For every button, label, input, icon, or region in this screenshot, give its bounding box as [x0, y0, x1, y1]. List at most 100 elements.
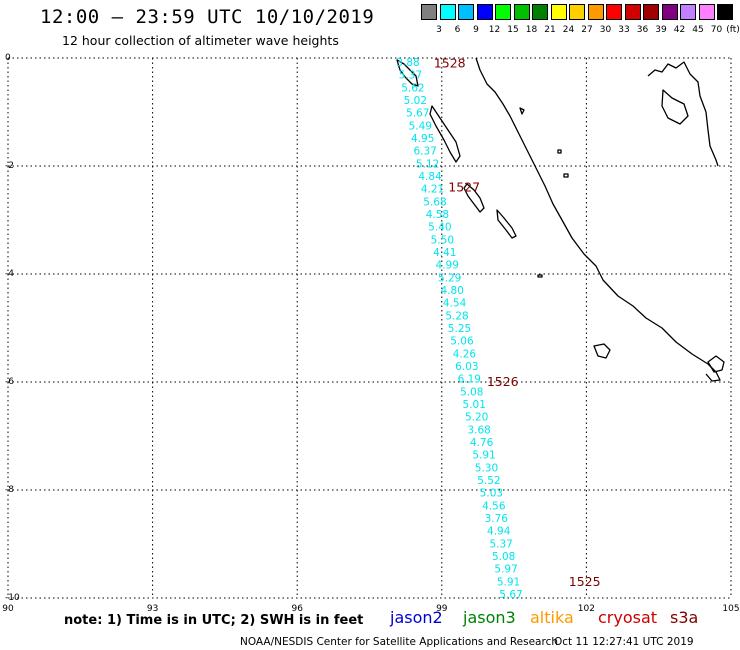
legend-swatch: [717, 4, 733, 20]
swh-value: 5.91: [497, 576, 520, 588]
legend-swatch: [698, 4, 715, 20]
swh-value: 5.37: [489, 538, 512, 550]
island-small-1: [557, 149, 562, 154]
legend-label: 33: [618, 25, 630, 35]
x-tick-label: 93: [147, 604, 158, 614]
swh-value: 3.68: [467, 424, 490, 436]
note-text: note: 1) Time is in UTC; 2) SWH is in fe…: [64, 613, 364, 628]
swh-value: 4.80: [440, 285, 463, 297]
swh-value: 4.76: [470, 437, 494, 449]
legend-swatch: [606, 4, 622, 20]
swh-value: 5.91: [472, 450, 495, 462]
swh-value: 5.49: [409, 120, 432, 132]
swh-value: 4.58: [426, 209, 449, 221]
swh-value: 4.21: [421, 184, 444, 196]
satellite-label-s3a: s3a: [670, 608, 699, 627]
legend-label: 18: [525, 25, 538, 35]
island-siberut: [463, 183, 485, 213]
legend-swatch: [550, 4, 567, 20]
satellite-label-altika: altika: [530, 608, 574, 627]
satellite-label-cryosat: cryosat: [598, 608, 658, 627]
x-tick-label: 99: [436, 604, 448, 614]
swh-value: 5.08: [492, 551, 515, 563]
legend-swatch: [661, 4, 678, 20]
legend-label: 6: [454, 25, 461, 35]
swh-value: 3.76: [485, 513, 509, 525]
swh-value: 5.30: [475, 462, 498, 474]
legend-label: 15: [507, 25, 519, 35]
swh-value: 5.97: [494, 564, 517, 576]
swh-value: 3.88: [396, 57, 419, 69]
pass-time-label: 1525: [569, 574, 601, 589]
swh-value: 5.40: [428, 222, 451, 234]
swh-value: 5.67: [406, 108, 429, 120]
pass-time-label: 1528: [434, 55, 466, 70]
swh-value: 4.41: [433, 247, 456, 259]
swh-value: 5.29: [438, 272, 461, 284]
swh-value: 4.26: [453, 348, 477, 360]
legend-swatch: [680, 4, 696, 20]
page-subtitle: 12 hour collection of altimeter wave hei…: [62, 33, 339, 48]
swh-value: 4.54: [443, 298, 467, 310]
swh-value: 5.52: [477, 475, 500, 487]
legend-label: 45: [692, 25, 704, 35]
swh-value: 5.02: [404, 95, 427, 107]
legend-swatch: [569, 4, 585, 20]
legend-label: 27: [581, 25, 593, 35]
legend-label: 12: [488, 25, 501, 35]
swh-value: 5.01: [463, 399, 486, 411]
swh-value: 5.03: [480, 488, 503, 500]
page-title: 12:00 – 23:59 UTC 10/10/2019: [40, 6, 375, 28]
pass-time-label: 1526: [487, 374, 519, 389]
swh-value: 5.67: [499, 589, 522, 601]
swh-value: 5.28: [445, 310, 468, 322]
swh-value: 5.25: [448, 323, 471, 335]
swh-value: 4.99: [436, 260, 459, 272]
legend-swatch: [513, 4, 530, 20]
legend-swatch: [476, 4, 493, 20]
legend-swatch: [643, 4, 659, 20]
legend-swatch: [458, 4, 474, 20]
island-pagai: [593, 343, 611, 359]
island-small-4: [519, 107, 525, 115]
legend-swatch: [439, 4, 456, 20]
y-tick-label: -8: [5, 485, 14, 495]
island-nias: [429, 105, 461, 163]
y-tick-label: -6: [5, 377, 14, 387]
swh-value: 6.37: [413, 146, 436, 158]
swh-value: 4.95: [411, 133, 434, 145]
legend-swatch: [495, 4, 511, 20]
legend-swatch: [587, 4, 604, 20]
swh-value: 5.37: [399, 70, 422, 82]
legend-swatch: [421, 4, 437, 20]
swh-value: 4.94: [487, 526, 511, 538]
credit-text: NOAA/NESDIS Center for Satellite Applica…: [240, 636, 558, 648]
swh-value: 5.08: [460, 386, 483, 398]
timestamp-text: Oct 11 12:27:41 UTC 2019: [554, 636, 694, 648]
swh-value: 5.62: [401, 82, 424, 94]
y-tick-label: 0: [5, 53, 11, 63]
x-tick-label: 96: [291, 604, 303, 614]
swh-value: 6.19: [458, 374, 481, 386]
legend-swatch: [532, 4, 548, 20]
island-sipura: [496, 209, 517, 239]
swh-value: 6.03: [455, 361, 478, 373]
y-tick-label: -10: [5, 593, 20, 603]
legend-label: 24: [562, 25, 575, 35]
satellite-label-jason3: jason3: [463, 608, 516, 627]
legend-label: 21: [544, 25, 556, 35]
legend-label: 70: [710, 25, 723, 35]
swh-value: 5.06: [450, 336, 474, 348]
coastline-malaya-inner: [661, 89, 689, 125]
legend-label: 36: [636, 25, 649, 35]
y-tick-label: -2: [5, 161, 14, 171]
island-simeulue: [396, 59, 419, 87]
y-tick-label: -4: [5, 269, 14, 279]
coastline-malaya: [647, 61, 719, 167]
swh-value: 5.50: [431, 234, 454, 246]
swh-value: 5.12: [416, 158, 439, 170]
island-small-3: [537, 274, 543, 278]
legend-label: 9: [473, 25, 479, 35]
swh-value: 4.84: [418, 171, 442, 183]
